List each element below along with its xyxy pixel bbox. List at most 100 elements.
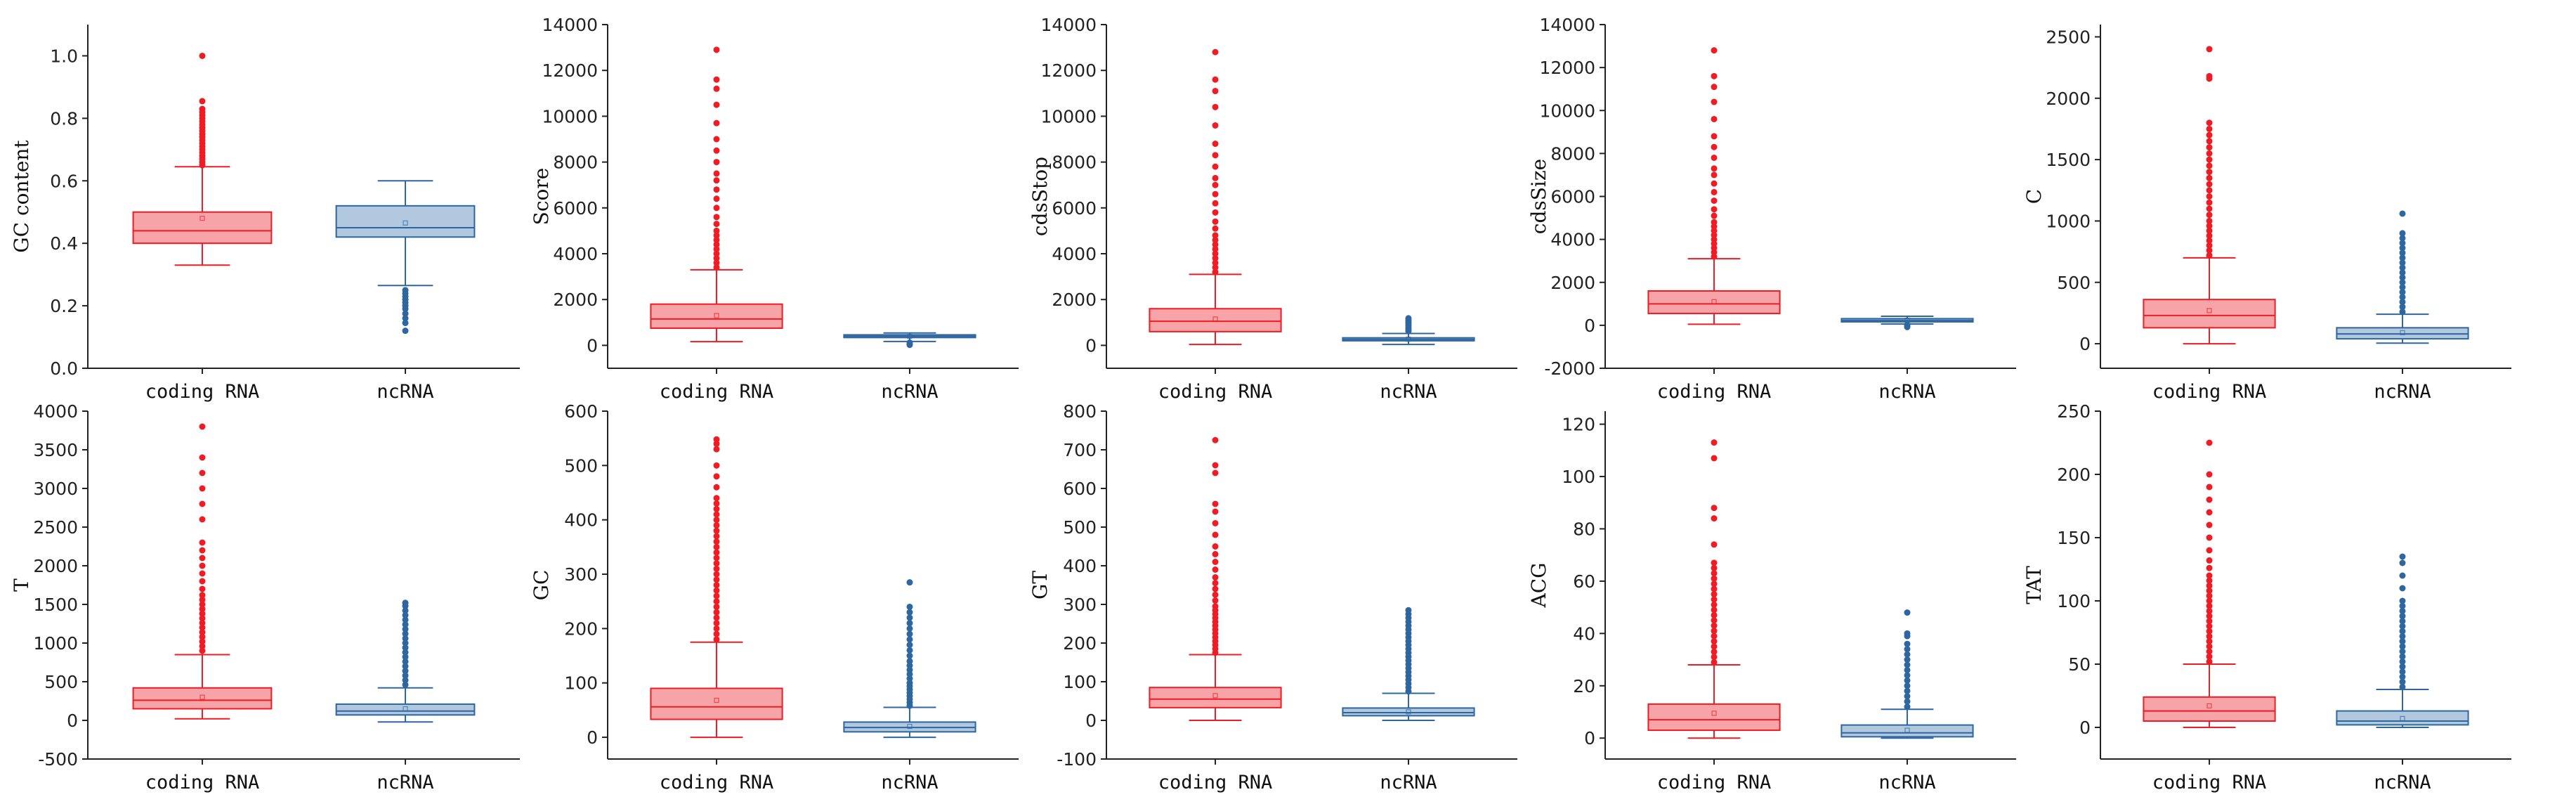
- x-category-label: coding RNA: [1657, 772, 1772, 793]
- outlier-point: [713, 484, 720, 491]
- outlier-point: [713, 630, 720, 637]
- y-tick-label: 500: [2057, 273, 2091, 293]
- y-tick-label: 10000: [1539, 100, 1595, 121]
- outlier-point: [1212, 264, 1219, 271]
- outlier-point: [2206, 193, 2213, 200]
- outlier-point: [1904, 646, 1911, 653]
- outlier-point: [1711, 541, 1718, 548]
- outlier-point: [1711, 559, 1718, 566]
- outlier-point: [1904, 656, 1911, 663]
- outlier-point: [2399, 585, 2406, 592]
- outlier-point: [2399, 289, 2406, 296]
- outlier-point: [199, 596, 206, 603]
- y-tick-label: 100: [2057, 591, 2091, 611]
- outlier-point: [199, 585, 206, 592]
- iqr-box: [132, 687, 273, 710]
- outlier-point: [2206, 633, 2213, 640]
- y-tick-label: 300: [1063, 595, 1097, 615]
- y-axis-title: TAT: [2022, 566, 2046, 604]
- outlier-point: [1711, 617, 1718, 624]
- box-coding-rna: [132, 423, 273, 720]
- outlier-point: [2206, 187, 2213, 194]
- outlier-point: [1711, 515, 1718, 522]
- outlier-point: [2206, 156, 2213, 163]
- outlier-point: [713, 636, 720, 643]
- outlier-point: [199, 615, 206, 622]
- x-category-label: coding RNA: [660, 381, 774, 403]
- outlier-point: [1212, 500, 1219, 507]
- outlier-point: [2399, 210, 2406, 217]
- outlier-point: [1711, 633, 1718, 640]
- outlier-point: [199, 485, 206, 492]
- outlier-point: [2206, 648, 2213, 655]
- y-axis-title: ACG: [1527, 562, 1550, 608]
- y-tick-label: 2000: [1550, 273, 1595, 293]
- outlier-point: [2206, 150, 2213, 157]
- outlier-point: [2206, 217, 2213, 224]
- outlier-point: [1212, 141, 1219, 148]
- outlier-point: [199, 500, 206, 507]
- outlier-point: [2206, 613, 2213, 620]
- outlier-point: [2399, 559, 2406, 566]
- outlier-point: [1711, 564, 1718, 571]
- mean-marker: [1904, 727, 1910, 733]
- outlier-point: [1904, 698, 1911, 705]
- x-category-label: coding RNA: [1158, 381, 1273, 403]
- outlier-point: [1212, 585, 1219, 592]
- y-tick-label: 0: [2079, 718, 2091, 738]
- outlier-point: [199, 578, 206, 585]
- outlier-point: [402, 310, 409, 317]
- outlier-point: [1711, 219, 1718, 226]
- mean-marker: [907, 723, 913, 730]
- outlier-point: [402, 672, 409, 679]
- y-tick-label: 2000: [2046, 89, 2091, 109]
- y-tick-label: 200: [2057, 465, 2091, 485]
- outlier-point: [1405, 315, 1412, 322]
- x-category-label: ncRNA: [1878, 381, 1935, 403]
- x-category-label: ncRNA: [881, 381, 938, 403]
- outlier-point: [402, 663, 409, 670]
- y-tick-label: 4000: [1550, 230, 1595, 250]
- outlier-point: [713, 236, 720, 243]
- outlier-point: [402, 640, 409, 647]
- y-tick-label: 600: [564, 401, 598, 422]
- y-tick-label: 4000: [1052, 244, 1097, 264]
- outlier-point: [2206, 564, 2213, 571]
- outlier-point: [2399, 299, 2406, 306]
- outlier-point: [199, 601, 206, 608]
- y-tick-label: -500: [38, 749, 78, 770]
- outlier-point: [1711, 581, 1718, 588]
- outlier-point: [1711, 98, 1718, 105]
- box-ncrna: [1841, 316, 1974, 330]
- outlier-point: [906, 642, 913, 649]
- outlier-point: [1711, 638, 1718, 645]
- y-tick-label: 600: [1063, 479, 1097, 499]
- outlier-point: [199, 555, 206, 562]
- outlier-point: [1212, 122, 1219, 129]
- outlier-point: [713, 101, 720, 108]
- outlier-point: [199, 642, 206, 649]
- y-axis-title: Score: [530, 168, 553, 226]
- outlier-point: [1904, 609, 1911, 616]
- outlier-point: [1212, 520, 1219, 526]
- outlier-point: [199, 105, 206, 112]
- iqr-box: [132, 211, 273, 245]
- outlier-point: [1212, 574, 1219, 581]
- mean-marker: [1711, 711, 1717, 716]
- outlier-point: [906, 670, 913, 677]
- outlier-point: [713, 264, 720, 271]
- outlier-point: [1212, 225, 1219, 232]
- outlier-point: [713, 462, 720, 469]
- outlier-point: [1212, 255, 1219, 262]
- outlier-point: [2206, 131, 2213, 138]
- outlier-point: [1711, 648, 1718, 655]
- y-axis-title: GC: [530, 570, 553, 601]
- outlier-point: [2399, 259, 2406, 266]
- panel-6: -500 0 500 1000 1500 2000 2500 3000 3500 4000 Tcod…: [10, 401, 520, 793]
- y-tick-label: 10000: [1040, 106, 1097, 127]
- iqr-box: [1841, 724, 1974, 738]
- outlier-point: [713, 214, 720, 221]
- outlier-point: [402, 306, 409, 313]
- y-axis-title: GT: [1028, 571, 1052, 599]
- y-tick-label: 6000: [1550, 187, 1595, 207]
